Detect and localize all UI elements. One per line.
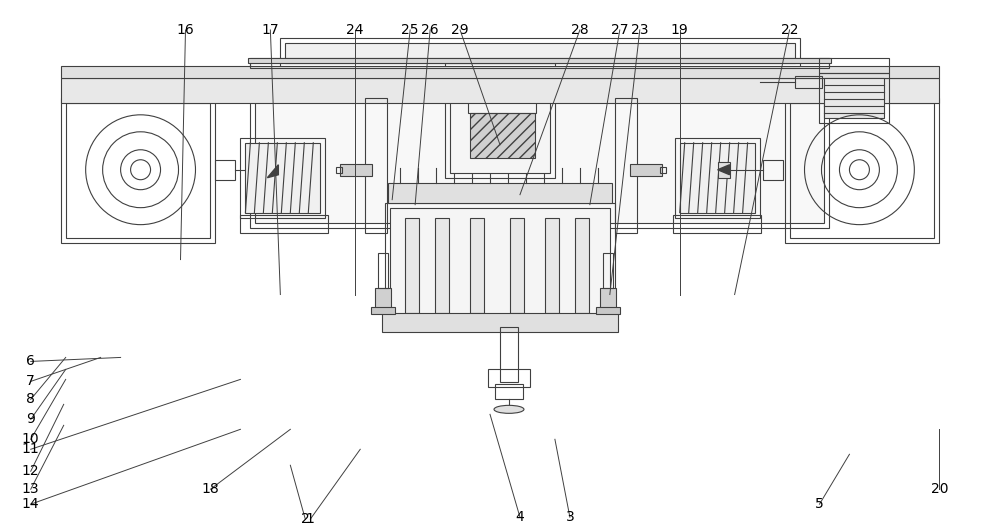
Bar [630, 164, 662, 176]
Bar [248, 58, 831, 63]
Bar [240, 215, 328, 233]
Bar [675, 138, 760, 218]
Bar [785, 98, 939, 242]
Bar [336, 167, 342, 173]
Bar [468, 98, 536, 113]
Bar [488, 370, 530, 388]
Text: 2: 2 [301, 512, 310, 526]
Bar [390, 208, 610, 323]
Text: 17: 17 [262, 23, 279, 37]
Text: 19: 19 [671, 23, 689, 37]
Bar [450, 68, 550, 173]
Text: 14: 14 [22, 497, 40, 511]
Text: 3: 3 [566, 510, 574, 524]
Bar [405, 218, 419, 313]
Bar [763, 160, 783, 180]
Bar [718, 162, 730, 178]
Polygon shape [718, 165, 730, 175]
Bar [615, 98, 637, 233]
Text: 10: 10 [22, 432, 40, 446]
Text: 28: 28 [571, 23, 589, 37]
Text: 6: 6 [26, 354, 35, 369]
Bar [255, 162, 267, 178]
Text: 9: 9 [26, 412, 35, 426]
Bar [545, 218, 559, 313]
Bar [510, 218, 524, 313]
Bar [388, 183, 612, 203]
Bar [819, 73, 889, 123]
Bar [603, 252, 613, 288]
Bar [66, 103, 210, 238]
Text: 8: 8 [26, 392, 35, 407]
Polygon shape [267, 165, 278, 178]
Text: 24: 24 [346, 23, 364, 37]
Bar [445, 63, 555, 178]
Text: 27: 27 [611, 23, 629, 37]
Text: 4: 4 [516, 510, 524, 524]
Bar [385, 203, 615, 327]
Text: 25: 25 [401, 23, 419, 37]
Text: 22: 22 [781, 23, 798, 37]
Bar [61, 66, 939, 78]
Bar [600, 288, 616, 309]
Text: 5: 5 [815, 497, 824, 511]
Bar [378, 252, 388, 288]
Bar [375, 288, 391, 309]
Text: 18: 18 [202, 482, 219, 496]
Bar [61, 98, 215, 242]
Text: 7: 7 [26, 374, 35, 389]
Bar [470, 218, 484, 313]
Bar [500, 327, 518, 382]
Bar [660, 167, 666, 173]
Bar [575, 218, 589, 313]
Bar [340, 164, 372, 176]
Bar [240, 138, 325, 218]
Bar [790, 103, 934, 238]
Text: 29: 29 [451, 23, 469, 37]
Bar [285, 43, 795, 63]
Bar [435, 218, 449, 313]
Bar [280, 38, 800, 68]
Text: 20: 20 [931, 482, 948, 496]
Bar [819, 58, 889, 73]
Text: 12: 12 [22, 464, 40, 478]
Text: 26: 26 [421, 23, 439, 37]
Bar [596, 307, 620, 315]
Bar [470, 113, 535, 158]
Text: 13: 13 [22, 482, 40, 496]
Bar [371, 307, 395, 315]
Bar [680, 143, 755, 213]
Text: 11: 11 [22, 442, 40, 456]
Text: 23: 23 [631, 23, 649, 37]
Bar [365, 98, 387, 233]
Bar [495, 384, 523, 399]
Text: 16: 16 [177, 23, 194, 37]
Bar [245, 143, 320, 213]
Bar [255, 68, 824, 223]
Bar [824, 78, 884, 118]
Ellipse shape [494, 406, 524, 413]
Bar [61, 78, 939, 103]
Bar [215, 160, 235, 180]
Bar [673, 215, 761, 233]
Bar [250, 58, 829, 68]
Bar [250, 63, 829, 228]
Bar [795, 76, 822, 88]
Bar [382, 313, 618, 333]
Text: 1: 1 [306, 512, 315, 526]
